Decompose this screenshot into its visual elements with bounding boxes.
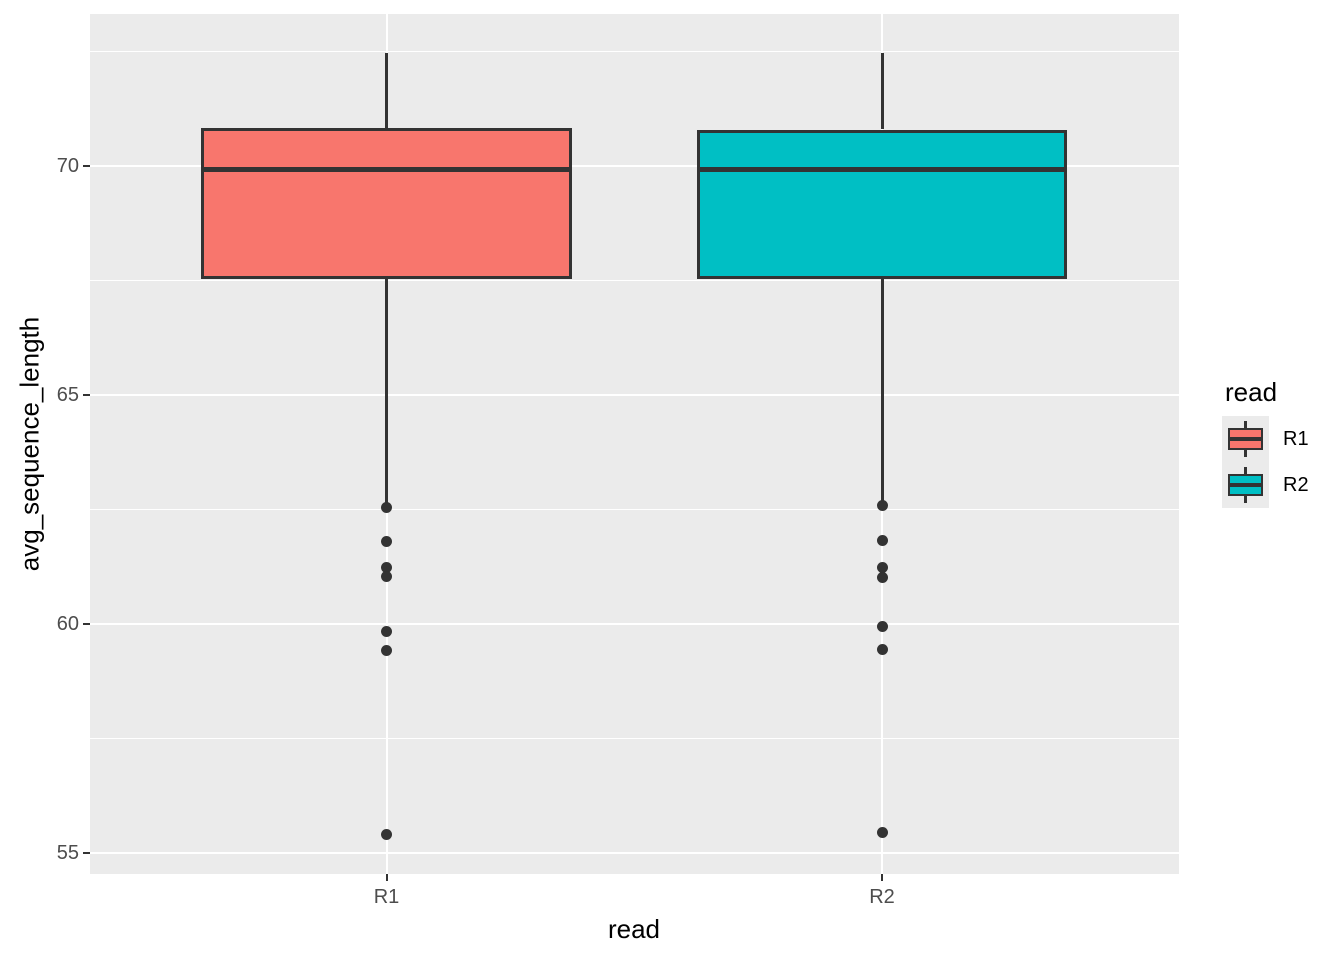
outlier-point-r2: [876, 644, 888, 655]
x-tick-label: R1: [373, 886, 400, 908]
outlier-point-r2: [876, 621, 888, 633]
outlier-point-r1: [381, 645, 392, 657]
gridline-minor-y: [90, 738, 1179, 740]
legend-key-boxplot-icon: [1222, 462, 1269, 508]
whisker-upper-r2: [880, 53, 884, 130]
legend-label: R1: [1283, 428, 1309, 450]
outlier-point-r1: [381, 625, 392, 637]
legend-title: read: [1225, 377, 1278, 407]
gridline-major-y: [90, 852, 1179, 855]
outlier-point-r1: [381, 561, 392, 573]
x-axis-title: read: [607, 914, 661, 944]
median-line-r2: [696, 167, 1068, 173]
outlier-point-r1: [381, 828, 392, 840]
outlier-point-r2: [876, 827, 888, 839]
outlier-point-r1: [381, 502, 392, 513]
outlier-point-r2: [876, 561, 888, 573]
gridline-major-y: [90, 165, 1179, 168]
boxplot-box-r2: [696, 129, 1068, 279]
gridline-minor-y: [90, 280, 1179, 282]
y-tick-mark: [83, 852, 90, 855]
y-tick-label: 70: [56, 155, 79, 178]
x-tick-mark: [881, 874, 883, 881]
gridline-minor-y: [90, 51, 1179, 53]
x-tick-mark: [385, 874, 388, 881]
legend-key-boxplot-icon: [1222, 416, 1269, 462]
whisker-lower-r1: [385, 278, 388, 504]
y-tick-label: 55: [56, 842, 79, 865]
outlier-point-r2: [876, 499, 888, 511]
gridline-minor-y: [90, 509, 1179, 511]
outlier-point-r1: [381, 571, 392, 583]
legend-label: R2: [1283, 474, 1309, 496]
whisker-lower-r2: [880, 278, 884, 504]
outlier-point-r2: [876, 534, 888, 546]
y-axis-title: avg_sequence_length: [14, 316, 45, 572]
boxplot-box-r1: [201, 127, 572, 279]
y-tick-label: 65: [56, 384, 79, 407]
y-tick-mark: [83, 623, 90, 626]
legend-item-r2: R2: [1222, 462, 1309, 508]
gridline-major-y: [90, 623, 1179, 626]
y-tick-mark: [83, 394, 90, 397]
y-tick-label: 60: [56, 613, 79, 636]
median-line-r1: [201, 167, 572, 173]
outlier-point-r1: [381, 536, 392, 548]
x-tick-label: R2: [869, 886, 895, 908]
gridline-major-y: [90, 394, 1179, 397]
whisker-upper-r1: [385, 53, 388, 128]
y-tick-mark: [83, 165, 90, 168]
outlier-point-r2: [876, 571, 888, 583]
legend-item-r1: R1: [1222, 416, 1309, 462]
